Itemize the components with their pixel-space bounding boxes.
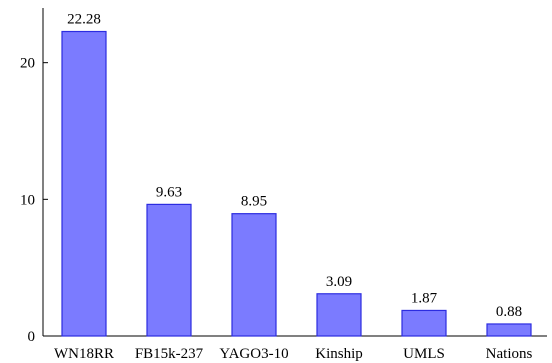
axes <box>42 8 547 337</box>
data-label: 3.09 <box>326 274 352 290</box>
y-tick-label: 10 <box>20 192 35 208</box>
x-category-label: Kinship <box>315 346 363 362</box>
y-tick-label: 20 <box>20 56 35 72</box>
bar-yago3-10 <box>231 213 277 337</box>
data-label: 22.28 <box>67 12 101 28</box>
bars <box>61 30 532 337</box>
x-category-label: WN18RR <box>54 346 114 362</box>
data-label: 1.87 <box>411 290 438 306</box>
y-tick-label: 0 <box>28 329 36 345</box>
bar-umls <box>401 309 447 337</box>
data-label: 9.63 <box>156 184 182 200</box>
bar-kinship <box>316 293 362 337</box>
x-category-label: UMLS <box>403 346 445 362</box>
bar-wn18rr <box>61 30 107 337</box>
bar-fb15k-237 <box>146 203 192 337</box>
data-label: 8.95 <box>241 194 267 210</box>
x-category-label: FB15k-237 <box>135 346 204 362</box>
x-category-label: Nations <box>486 346 533 362</box>
labels: 0 10 20 22.28 WN18RR 9.63 FB15k-237 8.95 YAGO3-1… <box>20 12 532 362</box>
data-label: 0.88 <box>496 304 522 320</box>
bar-nations <box>486 323 532 337</box>
x-category-label: YAGO3-10 <box>219 346 288 362</box>
